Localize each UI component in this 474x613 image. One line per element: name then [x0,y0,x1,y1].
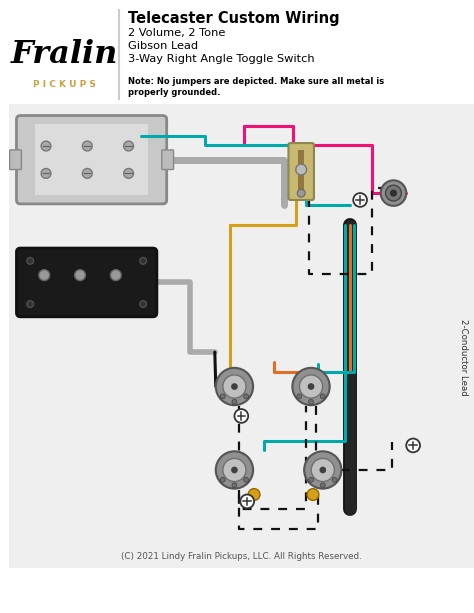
FancyBboxPatch shape [162,150,173,170]
Bar [9,104,474,568]
Text: Note: No jumpers are depicted. Make sure all metal is
properly grounded.: Note: No jumpers are depicted. Make sure… [128,77,384,97]
Circle shape [39,270,50,281]
Circle shape [385,185,401,201]
Circle shape [41,141,51,151]
Circle shape [124,141,134,151]
Circle shape [223,375,246,398]
Circle shape [140,300,146,308]
Bar [35,124,148,195]
FancyBboxPatch shape [289,143,314,200]
FancyBboxPatch shape [9,150,21,170]
Circle shape [124,169,134,178]
FancyBboxPatch shape [17,115,167,204]
Circle shape [308,383,314,390]
Circle shape [248,489,260,500]
Text: 2-Conductor Lead: 2-Conductor Lead [459,319,468,395]
Text: (C) 2021 Lindy Fralin Pickups, LLC. All Rights Reserved.: (C) 2021 Lindy Fralin Pickups, LLC. All … [121,552,362,561]
Circle shape [223,459,246,482]
Circle shape [353,193,367,207]
Circle shape [235,409,248,423]
Circle shape [110,270,121,281]
Circle shape [332,478,337,482]
Circle shape [297,394,302,399]
Text: 2 Volume, 2 Tone: 2 Volume, 2 Tone [128,28,226,38]
Circle shape [300,375,323,398]
Circle shape [231,466,238,473]
Circle shape [381,180,406,206]
Circle shape [244,478,248,482]
Circle shape [216,451,253,489]
Circle shape [27,257,34,264]
Circle shape [74,270,85,281]
Circle shape [292,368,330,405]
Circle shape [390,189,397,197]
Circle shape [232,399,237,404]
Circle shape [320,483,325,488]
Circle shape [27,300,34,308]
Circle shape [220,394,225,399]
Text: Telecaster Custom Wiring: Telecaster Custom Wiring [128,11,340,26]
Circle shape [41,169,51,178]
Circle shape [140,257,146,264]
Circle shape [296,164,307,175]
Circle shape [319,466,326,473]
Circle shape [220,478,225,482]
Circle shape [309,478,313,482]
Bar [298,150,304,193]
Circle shape [82,141,92,151]
Circle shape [304,451,341,489]
Bar [9,6,474,104]
Circle shape [320,394,325,399]
Circle shape [232,483,237,488]
Circle shape [240,495,254,508]
FancyBboxPatch shape [17,248,157,317]
Text: 3-Way Right Angle Toggle Switch: 3-Way Right Angle Toggle Switch [128,53,315,64]
Circle shape [231,383,238,390]
Circle shape [244,394,248,399]
Text: P I C K U P S: P I C K U P S [33,80,96,89]
Text: Fralin: Fralin [11,39,118,70]
Circle shape [216,368,253,405]
Circle shape [406,438,420,452]
Circle shape [311,459,334,482]
Circle shape [297,189,305,197]
Circle shape [307,489,319,500]
Circle shape [309,399,313,404]
Text: Gibson Lead: Gibson Lead [128,41,199,51]
Circle shape [82,169,92,178]
